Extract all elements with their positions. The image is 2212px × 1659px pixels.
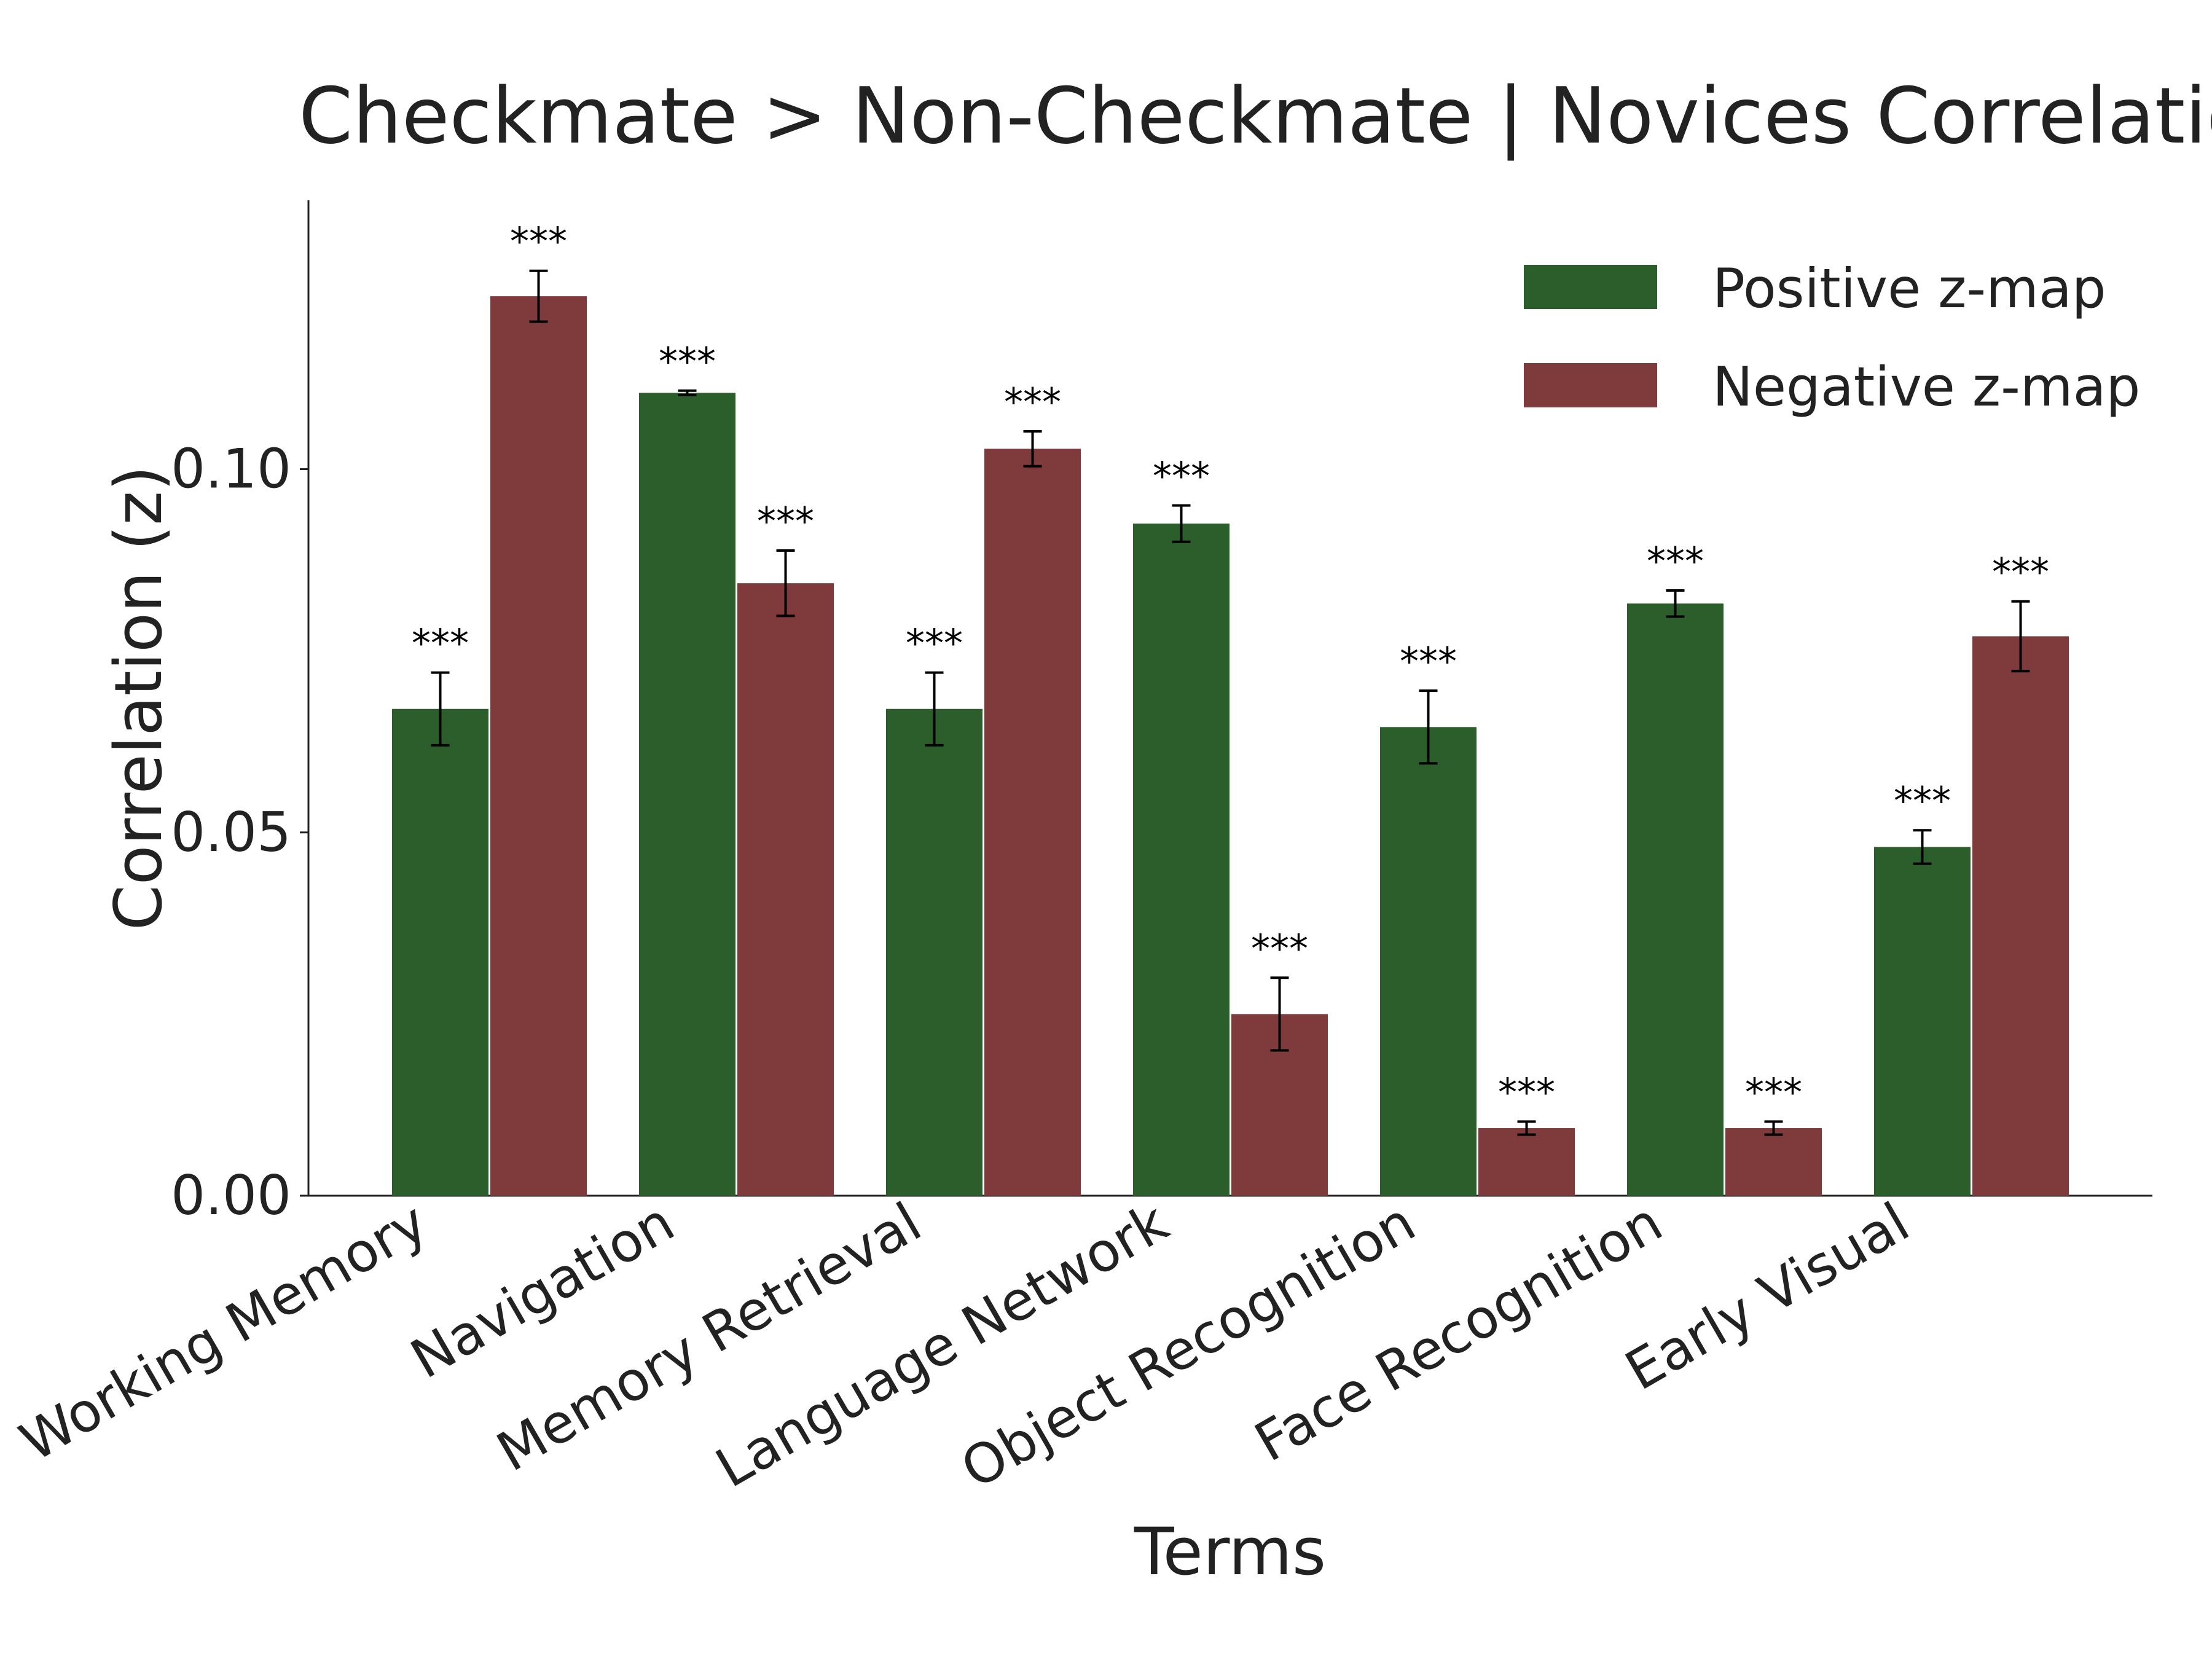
- bar-positive-z-map: [1133, 524, 1230, 1196]
- legend-swatch-positive: [1524, 265, 1657, 309]
- bar-positive-z-map: [1874, 847, 1971, 1196]
- legend-label-negative: Negative z-map: [1712, 355, 2140, 418]
- x-tick-label: Language Network: [705, 1190, 1179, 1500]
- legend-swatch-negative: [1524, 363, 1657, 407]
- bar-positive-z-map: [1380, 727, 1477, 1196]
- significance-marker: ***: [510, 219, 567, 264]
- bar-negative-z-map: [490, 296, 587, 1196]
- significance-marker: ***: [757, 499, 814, 544]
- x-tick-label: Object Recognition: [951, 1190, 1426, 1501]
- bar-negative-z-map: [1725, 1128, 1822, 1196]
- chart-title: Checkmate > Non-Checkmate | Novices Corr…: [299, 71, 2212, 161]
- bar-negative-z-map: [1478, 1128, 1575, 1196]
- legend: Positive z-map Negative z-map: [1524, 257, 2140, 418]
- y-tick-label: 0.00: [171, 1164, 291, 1227]
- bar-negative-z-map: [1972, 636, 2069, 1196]
- x-axis-label: Terms: [1134, 1514, 1326, 1590]
- x-tick-label: Early Visual: [1615, 1190, 1920, 1403]
- y-tick-label: 0.05: [171, 801, 291, 864]
- significance-marker: ***: [906, 621, 963, 666]
- significance-marker: ***: [1400, 639, 1457, 684]
- x-tick-label: Face Recognition: [1244, 1190, 1673, 1474]
- x-tick-label: Working Memory: [10, 1190, 437, 1474]
- bar-positive-z-map: [886, 708, 982, 1196]
- bar-positive-z-map: [639, 393, 735, 1196]
- significance-marker: ***: [1251, 926, 1308, 971]
- y-axis-label: Correlation (z): [101, 466, 176, 931]
- legend-label-positive: Positive z-map: [1712, 257, 2106, 320]
- bar-negative-z-map: [737, 583, 834, 1196]
- significance-marker: ***: [1647, 539, 1704, 584]
- significance-marker: ***: [1745, 1070, 1802, 1115]
- bar-positive-z-map: [392, 708, 488, 1196]
- significance-marker: ***: [412, 621, 469, 666]
- significance-marker: ***: [1894, 779, 1951, 823]
- significance-marker: ***: [1992, 550, 2049, 595]
- significance-marker: ***: [659, 339, 716, 384]
- bar-positive-z-map: [1627, 603, 1724, 1196]
- bar-negative-z-map: [984, 449, 1081, 1196]
- significance-marker: ***: [1498, 1070, 1555, 1115]
- significance-marker: ***: [1004, 380, 1061, 425]
- significance-marker: ***: [1153, 454, 1210, 499]
- x-tick-label: Memory Retrieval: [487, 1190, 931, 1484]
- y-tick-label: 0.10: [171, 437, 291, 501]
